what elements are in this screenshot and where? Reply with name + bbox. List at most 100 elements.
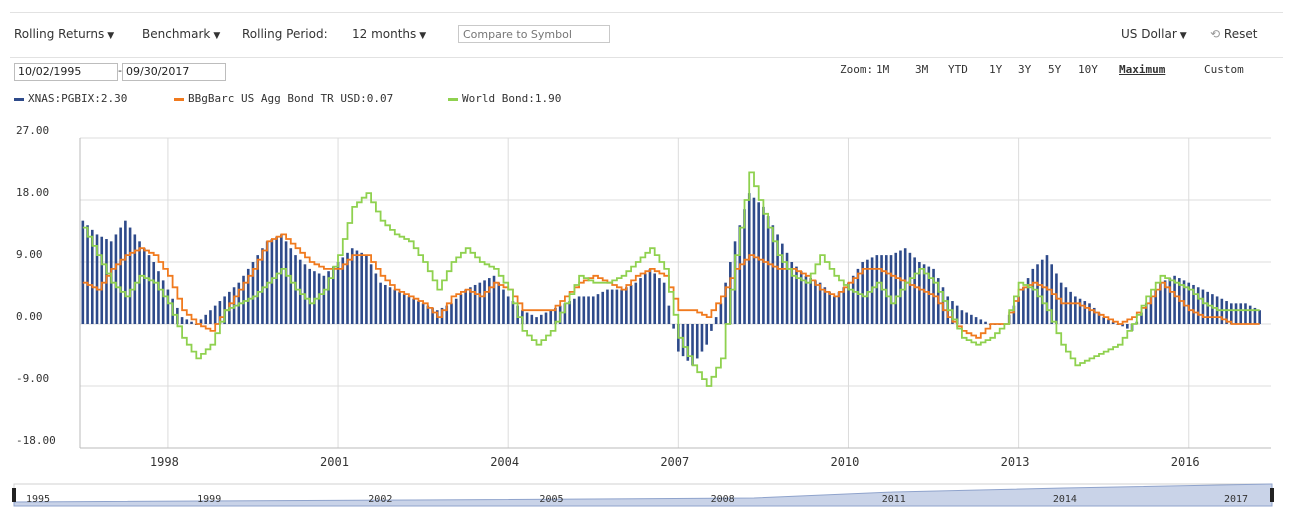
fund-bar <box>483 280 486 324</box>
zoom-custom[interactable]: Custom <box>1204 63 1244 76</box>
fund-bar <box>889 255 893 324</box>
fund-bar <box>757 202 760 324</box>
fund-bar <box>691 324 694 366</box>
fund-bar <box>554 307 557 324</box>
legend-item-category[interactable]: World Bond:1.90 <box>448 92 561 105</box>
fund-bar <box>1196 287 1200 324</box>
fund-bar <box>275 236 278 324</box>
start-date-input[interactable]: 10/02/1995 <box>14 63 118 81</box>
undo-icon: ⟲ <box>1210 27 1221 41</box>
fund-bar <box>1154 289 1157 324</box>
fund-bar <box>851 275 855 324</box>
fund-bar <box>464 289 467 324</box>
fund-bar <box>606 289 609 324</box>
legend-item-benchmark[interactable]: BBgBarc US Agg Bond TR USD:0.07 <box>174 92 393 105</box>
fund-bar <box>724 282 727 324</box>
fund-bar <box>648 268 652 324</box>
fund-bar <box>762 206 765 324</box>
fund-bar <box>95 234 99 324</box>
currency-dropdown[interactable]: US Dollar ▼ <box>1121 27 1187 41</box>
fund-bar <box>487 278 491 324</box>
zoom-3m[interactable]: 3M <box>915 63 929 76</box>
zoom-ytd[interactable]: YTD <box>948 63 968 76</box>
end-date-input[interactable]: 09/30/2017 <box>122 63 226 81</box>
fund-bar <box>398 291 401 324</box>
fund-bar <box>128 227 132 324</box>
zoom-10y[interactable]: 10Y <box>1078 63 1098 76</box>
fund-bar <box>114 234 118 324</box>
fund-bar <box>1230 303 1233 324</box>
fund-bar <box>1168 278 1172 324</box>
fund-bar <box>204 314 208 324</box>
fund-bar <box>818 282 822 324</box>
fund-bar <box>837 291 841 324</box>
fund-bar <box>823 287 827 324</box>
zoom-5y[interactable]: 5Y <box>1048 63 1062 76</box>
zoom-3y[interactable]: 3Y <box>1018 63 1032 76</box>
fund-bar <box>573 298 576 324</box>
fund-bar <box>1031 268 1035 324</box>
fund-bar <box>955 305 959 324</box>
fund-bar <box>530 314 534 324</box>
rolling-returns-dropdown[interactable]: Rolling Returns ▼ <box>14 27 114 41</box>
rolling-period-value: 12 months <box>352 27 417 41</box>
fund-bar <box>152 262 156 324</box>
fund-bar <box>478 282 482 324</box>
x-tick-label: 2010 <box>830 455 859 469</box>
zoom-label: Zoom: <box>840 63 874 76</box>
fund-bar <box>582 296 586 324</box>
fund-bar <box>908 252 912 324</box>
fund-bar <box>209 310 212 324</box>
fund-bar <box>322 275 326 324</box>
fund-bar <box>242 275 245 324</box>
fund-bar <box>1092 307 1096 324</box>
fund-bar <box>833 296 836 324</box>
fund-bar <box>842 287 846 324</box>
fund-bar <box>374 273 378 324</box>
fund-bar <box>743 209 746 324</box>
fund-bar <box>454 298 458 324</box>
fund-bar <box>639 278 642 324</box>
fund-bar <box>790 262 794 324</box>
compare-symbol-input[interactable] <box>458 25 610 43</box>
navigator-right-handle[interactable] <box>1270 488 1274 502</box>
reset-button[interactable]: ⟲ Reset <box>1210 27 1257 41</box>
fund-bar <box>568 301 571 324</box>
fund-bar <box>752 197 756 324</box>
legend-item-fund[interactable]: XNAS:PGBIX:2.30 <box>14 92 127 105</box>
time-navigator[interactable]: 1995 1999 2002 2005 2008 2011 2014 2017 <box>12 483 1274 507</box>
navigator-label: 2002 <box>368 494 392 505</box>
fund-bar <box>1206 291 1209 324</box>
fund-bar <box>402 294 406 324</box>
fund-bar <box>1140 312 1143 324</box>
fund-bar <box>511 301 515 324</box>
fund-bar <box>591 296 595 324</box>
category-line <box>82 171 1260 387</box>
fund-bar <box>705 324 708 345</box>
fund-bar <box>1234 303 1238 324</box>
fund-bar <box>629 284 633 324</box>
fund-bar <box>1064 287 1068 324</box>
rolling-period-dropdown[interactable]: 12 months ▼ <box>352 27 426 41</box>
fund-bar <box>771 225 775 324</box>
fund-bar <box>539 314 543 324</box>
fund-bar <box>280 234 283 324</box>
zoom-1m[interactable]: 1M <box>876 63 890 76</box>
navigator-label: 2005 <box>539 494 563 505</box>
rolling-returns-label: Rolling Returns <box>14 27 105 41</box>
fund-bar <box>1078 298 1082 324</box>
fund-bar <box>388 287 392 324</box>
fund-bar <box>421 303 425 324</box>
fund-bar <box>1017 296 1020 324</box>
benchmark-dropdown[interactable]: Benchmark ▼ <box>142 27 220 41</box>
fund-bar <box>90 229 94 324</box>
navigator-left-handle[interactable] <box>12 488 16 502</box>
legend-swatch <box>174 97 184 101</box>
fund-bar <box>190 321 193 324</box>
fund-bar <box>719 303 723 324</box>
fund-bar <box>1201 289 1205 324</box>
zoom-1y[interactable]: 1Y <box>989 63 1003 76</box>
navigator-label: 2017 <box>1224 494 1248 505</box>
zoom-maximum[interactable]: Maximum <box>1119 63 1166 76</box>
y-tick-label: 9.00 <box>16 248 43 261</box>
